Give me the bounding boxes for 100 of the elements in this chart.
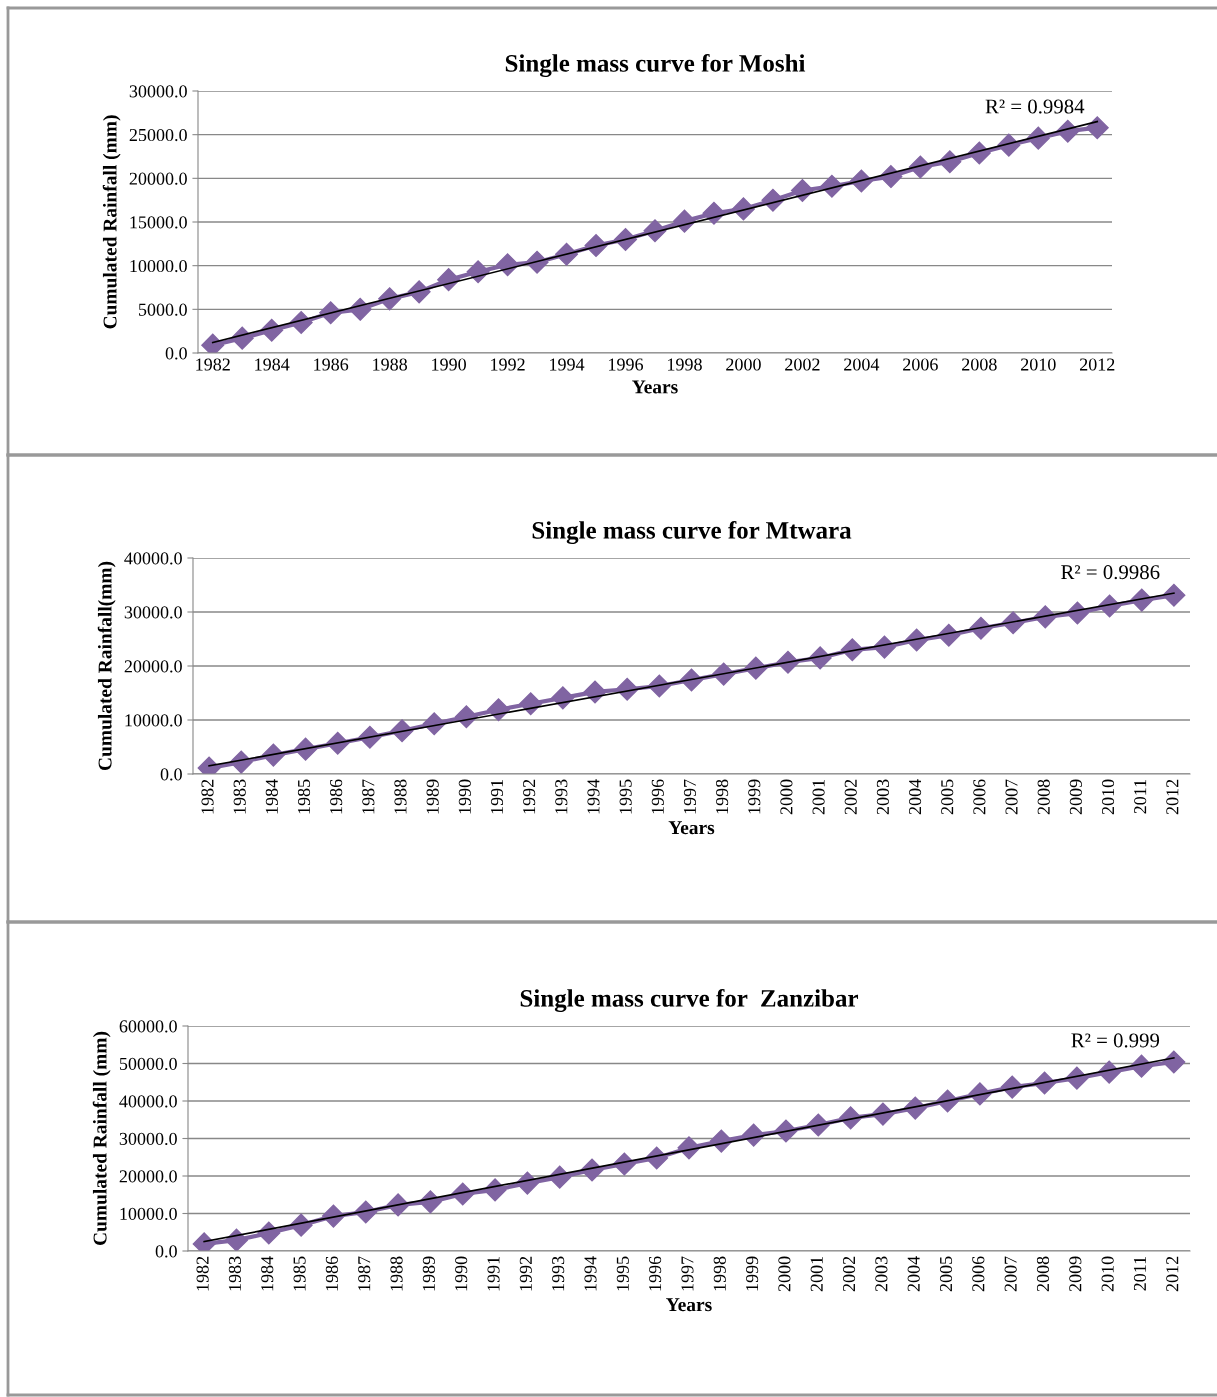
x-tick-label: 2003 — [875, 1256, 888, 1292]
y-tick-label: 30000.0 — [124, 606, 182, 619]
x-tick-label: 2005 — [941, 779, 954, 815]
y-tick-label: 10000.0 — [130, 259, 187, 273]
point — [1162, 583, 1186, 607]
x-tick-label: 1985 — [293, 1256, 306, 1291]
x-tick-label: 2007 — [1005, 779, 1018, 815]
x-tick-label: 1982 — [196, 358, 230, 371]
y-axis-title: Cumulated Rainfall(mm) — [97, 561, 116, 771]
x-axis-title: Years — [632, 380, 678, 394]
x-tick-label: 2001 — [812, 779, 825, 815]
x-tick-label: 1986 — [325, 1256, 338, 1291]
x-tick-label: 2004 — [907, 1256, 920, 1292]
x-tick-label: 2007 — [1004, 1256, 1017, 1292]
x-tick-label: 2008 — [962, 358, 997, 371]
x-tick-label: 1990 — [455, 1256, 468, 1291]
x-tick-label: 2006 — [973, 779, 986, 815]
y-tick-label: 40000.0 — [119, 1095, 177, 1108]
y-tick-label: 20000.0 — [129, 172, 187, 185]
x-tick-label: 1986 — [314, 358, 349, 371]
x-tick-label: 1996 — [649, 1256, 662, 1291]
x-tick-label: 2006 — [903, 358, 938, 371]
x-tick-label: 1982 — [196, 1256, 209, 1291]
x-tick-label: 1998 — [716, 779, 729, 814]
annotation: R² = 0.999 — [1071, 1033, 1160, 1048]
x-tick-label: 1984 — [255, 358, 290, 371]
point — [519, 692, 543, 716]
y-axis-title: Cumulated Rainfall (mm) — [102, 115, 121, 329]
chart-title: Single mass curve for Moshi — [505, 53, 806, 78]
x-tick-label: 1984 — [261, 1256, 274, 1291]
x-tick-label: 2002 — [842, 1256, 856, 1292]
x-tick-label: 2008 — [1037, 779, 1050, 815]
x-axis-title: Years — [668, 821, 715, 835]
x-tick-label: 2010 — [1101, 779, 1115, 815]
x-tick-label: 1991 — [487, 1256, 500, 1291]
x-tick-label: 2012 — [1166, 779, 1179, 815]
x-tick-label: 2008 — [1036, 1256, 1050, 1292]
x-tick-label: 2009 — [1069, 779, 1082, 815]
x-tick-label: 2004 — [844, 358, 880, 371]
x-tick-label: 1991 — [490, 779, 504, 814]
y-tick-label: 25000.0 — [129, 128, 187, 142]
annotation: R² = 0.9986 — [1061, 565, 1160, 580]
x-tick-label: 2011 — [1134, 779, 1147, 814]
y-tick-label: 0.0 — [165, 347, 187, 360]
x-tick-label: 1994 — [587, 779, 600, 814]
point — [551, 686, 575, 710]
x-tick-label: 1985 — [297, 779, 311, 814]
x-tick-label: 1992 — [523, 779, 536, 814]
y-tick-label: 0.0 — [160, 768, 182, 781]
x-tick-label: 1992 — [491, 358, 525, 371]
x-tick-label: 2002 — [785, 358, 820, 371]
x-tick-label: 1984 — [265, 779, 278, 814]
x-tick-label: 1988 — [390, 1256, 403, 1291]
y-tick-label: 20000.0 — [119, 1170, 177, 1183]
x-tick-label: 1995 — [616, 1256, 629, 1291]
x-tick-label: 1983 — [228, 1256, 241, 1291]
point — [496, 253, 520, 277]
y-tick-label: 40000.0 — [124, 552, 182, 565]
x-tick-label: 1990 — [432, 358, 466, 371]
x-tick-label: 1997 — [683, 779, 697, 814]
x-tick-label: 2009 — [1069, 1256, 1082, 1292]
chart-title: Single mass curve for Zanzibar — [520, 988, 859, 1013]
y-tick-label: 30000.0 — [129, 85, 187, 98]
x-tick-label: 1988 — [394, 779, 407, 814]
x-tick-label: 2001 — [810, 1256, 823, 1292]
y-tick-label: 50000.0 — [119, 1057, 177, 1071]
y-tick-label: 20000.0 — [124, 660, 182, 673]
x-tick-label: 2006 — [972, 1256, 985, 1292]
x-tick-label: 2003 — [876, 779, 889, 815]
x-tick-label: 1998 — [713, 1256, 726, 1291]
x-tick-label: 1998 — [668, 358, 702, 371]
x-tick-label: 2000 — [780, 779, 793, 815]
x-tick-label: 1989 — [422, 1256, 435, 1291]
x-tick-label: 2010 — [1101, 1256, 1114, 1292]
x-tick-label: 2002 — [844, 779, 857, 815]
x-tick-label: 2010 — [1021, 358, 1056, 371]
x-tick-label: 1994 — [584, 1256, 597, 1291]
y-axis-title: Cumulated Rainfall (mm) — [92, 1031, 111, 1246]
x-tick-label: 1988 — [373, 358, 408, 371]
x-tick-label: 1994 — [550, 358, 585, 371]
x-tick-label: 2004 — [908, 779, 922, 815]
x-tick-label: 1986 — [330, 779, 343, 814]
point — [437, 268, 461, 292]
x-tick-label: 1989 — [426, 779, 439, 814]
x-tick-label: 2012 — [1166, 1256, 1179, 1292]
x-tick-label: 2000 — [778, 1256, 791, 1292]
x-tick-label: 1996 — [651, 779, 664, 814]
x-tick-label: 2005 — [939, 1256, 953, 1292]
y-tick-label: 5000.0 — [138, 303, 187, 316]
point — [1085, 116, 1109, 140]
x-tick-label: 1999 — [746, 1256, 759, 1291]
y-tick-label: 10000.0 — [120, 1207, 177, 1221]
x-tick-label: 2012 — [1080, 358, 1115, 371]
x-tick-label: 1999 — [748, 779, 761, 814]
x-tick-label: 1992 — [519, 1256, 532, 1291]
point — [466, 260, 490, 284]
x-tick-label: 1990 — [458, 779, 471, 814]
x-tick-label: 1987 — [362, 779, 375, 814]
x-axis-title: Years — [666, 1298, 712, 1312]
y-tick-label: 60000.0 — [119, 1020, 177, 1033]
